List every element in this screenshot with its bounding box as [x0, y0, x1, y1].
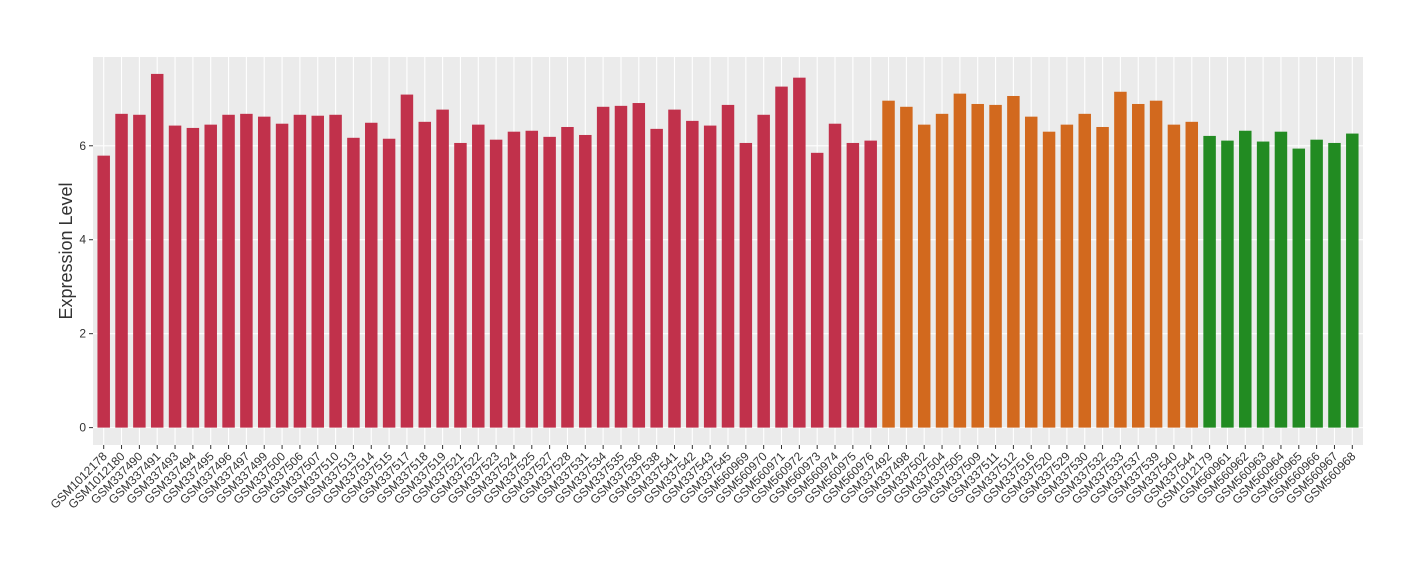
bar: [1310, 139, 1323, 428]
bar: [614, 105, 628, 428]
bar: [257, 116, 271, 428]
bar: [810, 152, 824, 428]
bar: [543, 136, 556, 428]
bar: [686, 120, 699, 428]
bar: [561, 126, 574, 428]
bar: [347, 137, 360, 428]
bar: [186, 127, 200, 428]
bar: [1239, 130, 1252, 428]
bar: [293, 114, 307, 428]
bar: [1292, 148, 1306, 428]
bar: [1042, 131, 1056, 428]
bar: [1078, 113, 1091, 428]
bar: [1167, 124, 1181, 428]
bar: [917, 124, 931, 428]
bar: [703, 125, 717, 428]
bar: [989, 104, 1002, 428]
bar: [668, 109, 681, 428]
bar: [222, 114, 235, 428]
y-axis-title: Expression Level: [56, 182, 76, 319]
bar: [900, 106, 913, 428]
bar: [882, 100, 895, 428]
bar: [971, 103, 984, 428]
bar: [1346, 133, 1359, 428]
bar: [1024, 116, 1038, 428]
bar: [418, 121, 432, 428]
y-tick-label: 2: [79, 327, 86, 341]
bar: [115, 113, 128, 428]
bar: [775, 86, 788, 428]
bar: [1185, 121, 1199, 428]
bar: [1274, 131, 1288, 428]
bar: [846, 142, 860, 428]
bar: [721, 104, 735, 428]
bar: [275, 123, 289, 428]
bar: [525, 130, 539, 428]
bar: [1060, 124, 1074, 428]
bar: [596, 106, 610, 428]
bar: [133, 114, 146, 428]
bar: [793, 77, 806, 428]
bar: [454, 142, 467, 428]
bar: [1096, 126, 1109, 428]
bar: [489, 139, 503, 428]
bar: [632, 103, 646, 428]
bar: [1149, 100, 1163, 428]
y-tick-label: 0: [79, 421, 86, 435]
bar: [472, 124, 485, 428]
bar: [329, 114, 342, 428]
bar: [579, 134, 592, 428]
bar: [828, 123, 842, 428]
bar: [311, 115, 324, 428]
bar: [953, 93, 967, 428]
bar: [864, 140, 877, 428]
bar: [1114, 91, 1127, 428]
bar: [365, 122, 378, 428]
bar: [97, 155, 110, 428]
bar: [150, 73, 164, 428]
bar: [507, 131, 521, 428]
bar: [1007, 95, 1020, 428]
bar: [1221, 140, 1234, 428]
bar: [1132, 103, 1145, 428]
bar: [168, 125, 182, 428]
y-tick-label: 4: [79, 233, 86, 247]
bar: [935, 113, 949, 428]
bar: [650, 128, 663, 428]
bar: [739, 142, 753, 428]
bar: [1328, 142, 1341, 428]
bar: [757, 114, 770, 428]
bar: [382, 138, 396, 428]
bar: [436, 109, 449, 428]
y-tick-label: 6: [79, 139, 86, 153]
bar: [1203, 135, 1216, 428]
bar: [400, 94, 414, 428]
bar: [240, 113, 253, 428]
bar: [204, 124, 217, 428]
bar: [1256, 141, 1270, 428]
